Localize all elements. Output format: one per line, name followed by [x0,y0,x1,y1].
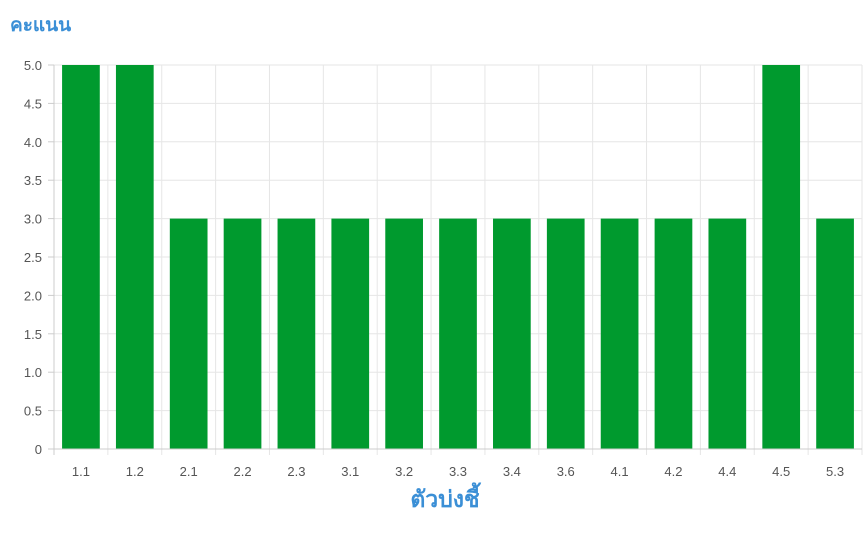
bar [708,218,747,449]
bar [169,218,208,449]
bar [762,65,801,449]
x-tick-label: 3.6 [557,464,575,479]
y-tick-label: 2.5 [24,250,42,265]
x-tick-label: 3.1 [341,464,359,479]
bar [654,218,693,449]
axes: 0 0.5 1.0 1.5 2.0 2.5 3.0 3.5 4.0 4.5 5.0 1.1 1.2 2.1… [24,58,862,479]
bar [816,218,854,449]
y-tick-label: 0.5 [24,404,42,419]
x-tick-label: 3.4 [503,464,521,479]
y-tick-label: 1.0 [24,365,42,380]
bar [277,218,316,449]
bar [115,65,154,449]
x-tick-label: 1.2 [126,464,144,479]
y-tick-label: 4.5 [24,96,42,111]
x-tick-label: 5.3 [826,464,844,479]
x-tick-label: 3.3 [449,464,467,479]
bar [385,218,423,449]
bar [223,218,262,449]
x-tick-label: 4.2 [664,464,682,479]
y-tick-label: 2.0 [24,288,42,303]
x-tick-label: 4.5 [772,464,790,479]
bar [62,65,100,449]
x-tick-label: 2.3 [287,464,305,479]
bar [600,218,639,449]
bar [546,218,585,449]
y-tick-label: 4.0 [24,135,42,150]
x-axis-title: ตัวบ่งชี้ [410,482,482,513]
y-tick-label: 3.0 [24,212,42,227]
x-tick-label: 2.2 [233,464,251,479]
bar [331,218,370,449]
x-tick-label: 4.4 [718,464,736,479]
bar-series [62,65,854,449]
y-tick-label: 5.0 [24,58,42,73]
x-tick-label: 3.2 [395,464,413,479]
y-tick-label: 3.5 [24,173,42,188]
x-tick-label: 4.1 [611,464,629,479]
y-tick-label: 1.5 [24,327,42,342]
y-tick-label: 0 [35,442,42,457]
y-axis-title: คะแนน [10,14,71,36]
bar [439,218,477,449]
bar [493,218,531,449]
x-tick-label: 1.1 [72,464,90,479]
x-tick-label: 2.1 [180,464,198,479]
